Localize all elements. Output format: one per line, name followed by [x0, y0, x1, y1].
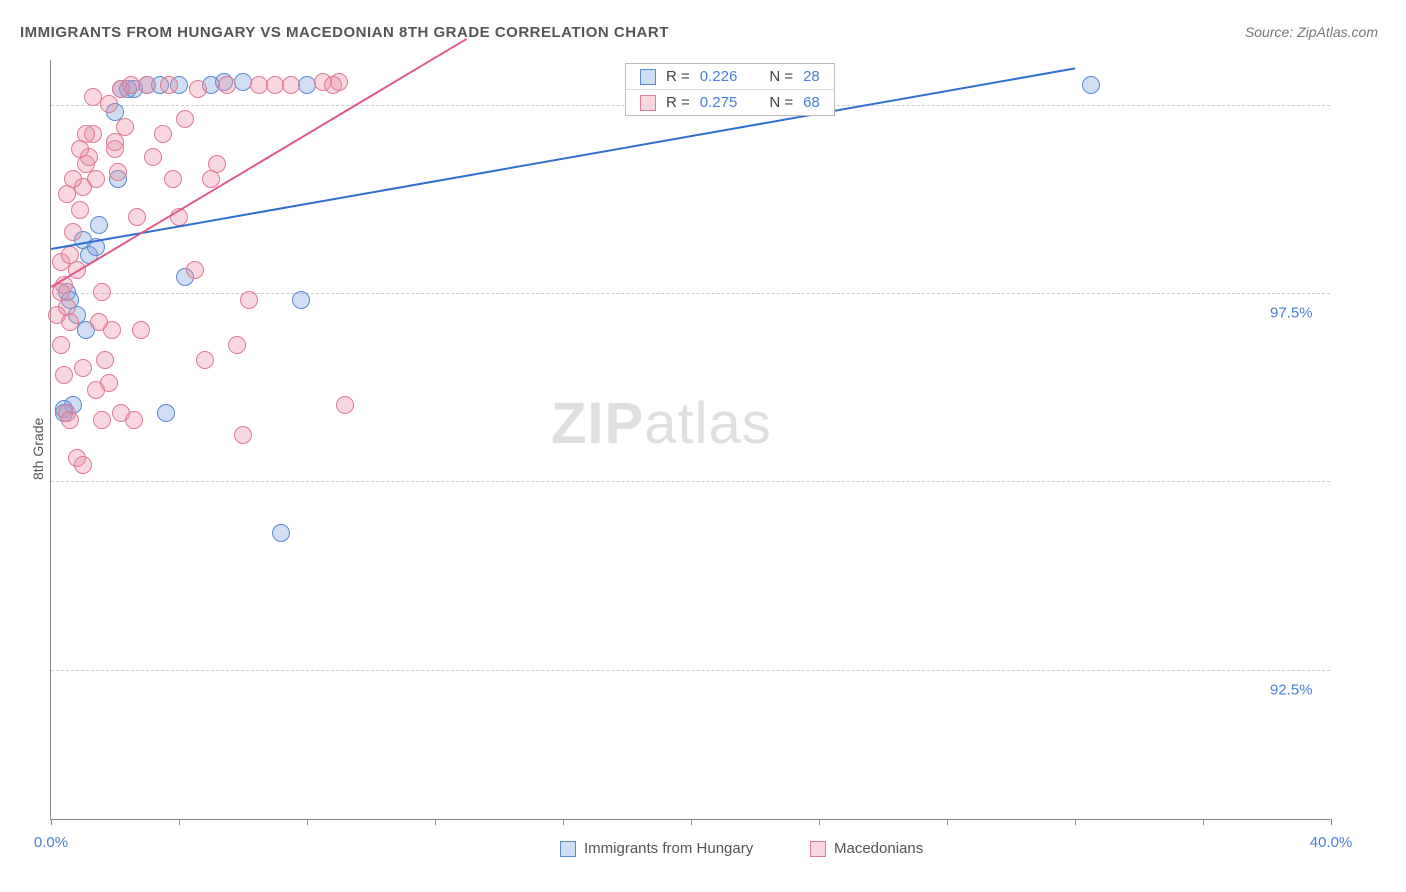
scatter-point — [282, 76, 300, 94]
scatter-point — [1082, 76, 1100, 94]
scatter-point — [189, 80, 207, 98]
x-tick — [819, 819, 820, 825]
legend-swatch — [560, 841, 576, 857]
y-axis-label: 8th Grade — [30, 418, 46, 480]
grid-line — [51, 670, 1330, 671]
scatter-point — [240, 291, 258, 309]
scatter-point — [96, 351, 114, 369]
x-tick-label: 0.0% — [34, 834, 68, 851]
stats-legend-row: R = 0.275 N = 68 — [626, 89, 834, 115]
scatter-point — [93, 283, 111, 301]
legend-n-value: 28 — [803, 68, 820, 85]
legend-swatch — [640, 95, 656, 111]
legend-swatch — [640, 69, 656, 85]
scatter-point — [90, 216, 108, 234]
legend-n-label: N = — [769, 68, 793, 85]
bottom-legend-item: Macedonians — [810, 840, 923, 857]
scatter-point — [74, 456, 92, 474]
x-tick — [1331, 819, 1332, 825]
legend-swatch — [810, 841, 826, 857]
legend-r-value: 0.275 — [700, 94, 738, 111]
chart-plot-area: ZIPatlas 0.0%40.0% — [50, 60, 1330, 820]
scatter-point — [164, 170, 182, 188]
scatter-point — [234, 73, 252, 91]
scatter-point — [93, 411, 111, 429]
scatter-point — [138, 76, 156, 94]
legend-n-label: N = — [769, 94, 793, 111]
scatter-point — [87, 381, 105, 399]
scatter-point — [100, 95, 118, 113]
scatter-point — [176, 110, 194, 128]
trend-line — [50, 38, 467, 288]
x-tick — [1203, 819, 1204, 825]
scatter-point — [61, 411, 79, 429]
legend-n-value: 68 — [803, 94, 820, 111]
scatter-point — [74, 359, 92, 377]
scatter-point — [154, 125, 172, 143]
x-tick — [691, 819, 692, 825]
x-tick — [435, 819, 436, 825]
scatter-point — [103, 321, 121, 339]
legend-r-value: 0.226 — [700, 68, 738, 85]
x-tick — [1075, 819, 1076, 825]
y-tick-label: 92.5% — [1270, 681, 1313, 698]
watermark-bold: ZIP — [551, 391, 644, 456]
x-tick — [947, 819, 948, 825]
bottom-legend-label: Macedonians — [834, 840, 923, 857]
scatter-point — [125, 411, 143, 429]
scatter-point — [55, 366, 73, 384]
stats-legend: R = 0.226 N = 28 R = 0.275 N = 68 — [625, 63, 835, 116]
x-tick — [563, 819, 564, 825]
scatter-point — [144, 148, 162, 166]
scatter-point — [292, 291, 310, 309]
scatter-point — [234, 426, 252, 444]
scatter-point — [186, 261, 204, 279]
watermark: ZIPatlas — [551, 390, 772, 457]
source-label: Source: ZipAtlas.com — [1245, 24, 1378, 40]
scatter-point — [128, 208, 146, 226]
x-tick — [307, 819, 308, 825]
x-tick — [179, 819, 180, 825]
chart-title: IMMIGRANTS FROM HUNGARY VS MACEDONIAN 8T… — [20, 24, 669, 41]
x-tick-label: 40.0% — [1310, 834, 1353, 851]
scatter-point — [77, 125, 95, 143]
scatter-point — [109, 163, 127, 181]
legend-r-label: R = — [666, 68, 690, 85]
scatter-point — [132, 321, 150, 339]
scatter-point — [272, 524, 290, 542]
y-tick-label: 97.5% — [1270, 305, 1313, 322]
legend-r-label: R = — [666, 94, 690, 111]
scatter-point — [61, 313, 79, 331]
scatter-point — [160, 76, 178, 94]
scatter-point — [52, 336, 70, 354]
x-tick — [51, 819, 52, 825]
scatter-point — [157, 404, 175, 422]
stats-legend-row: R = 0.226 N = 28 — [626, 64, 834, 89]
scatter-point — [106, 133, 124, 151]
scatter-point — [336, 396, 354, 414]
scatter-point — [64, 170, 82, 188]
bottom-legend-item: Immigrants from Hungary — [560, 840, 753, 857]
scatter-point — [324, 76, 342, 94]
watermark-light: atlas — [644, 391, 772, 456]
scatter-point — [64, 223, 82, 241]
bottom-legend-label: Immigrants from Hungary — [584, 840, 753, 857]
scatter-point — [71, 201, 89, 219]
scatter-point — [87, 170, 105, 188]
grid-line — [51, 481, 1330, 482]
scatter-point — [196, 351, 214, 369]
scatter-point — [228, 336, 246, 354]
scatter-point — [218, 76, 236, 94]
